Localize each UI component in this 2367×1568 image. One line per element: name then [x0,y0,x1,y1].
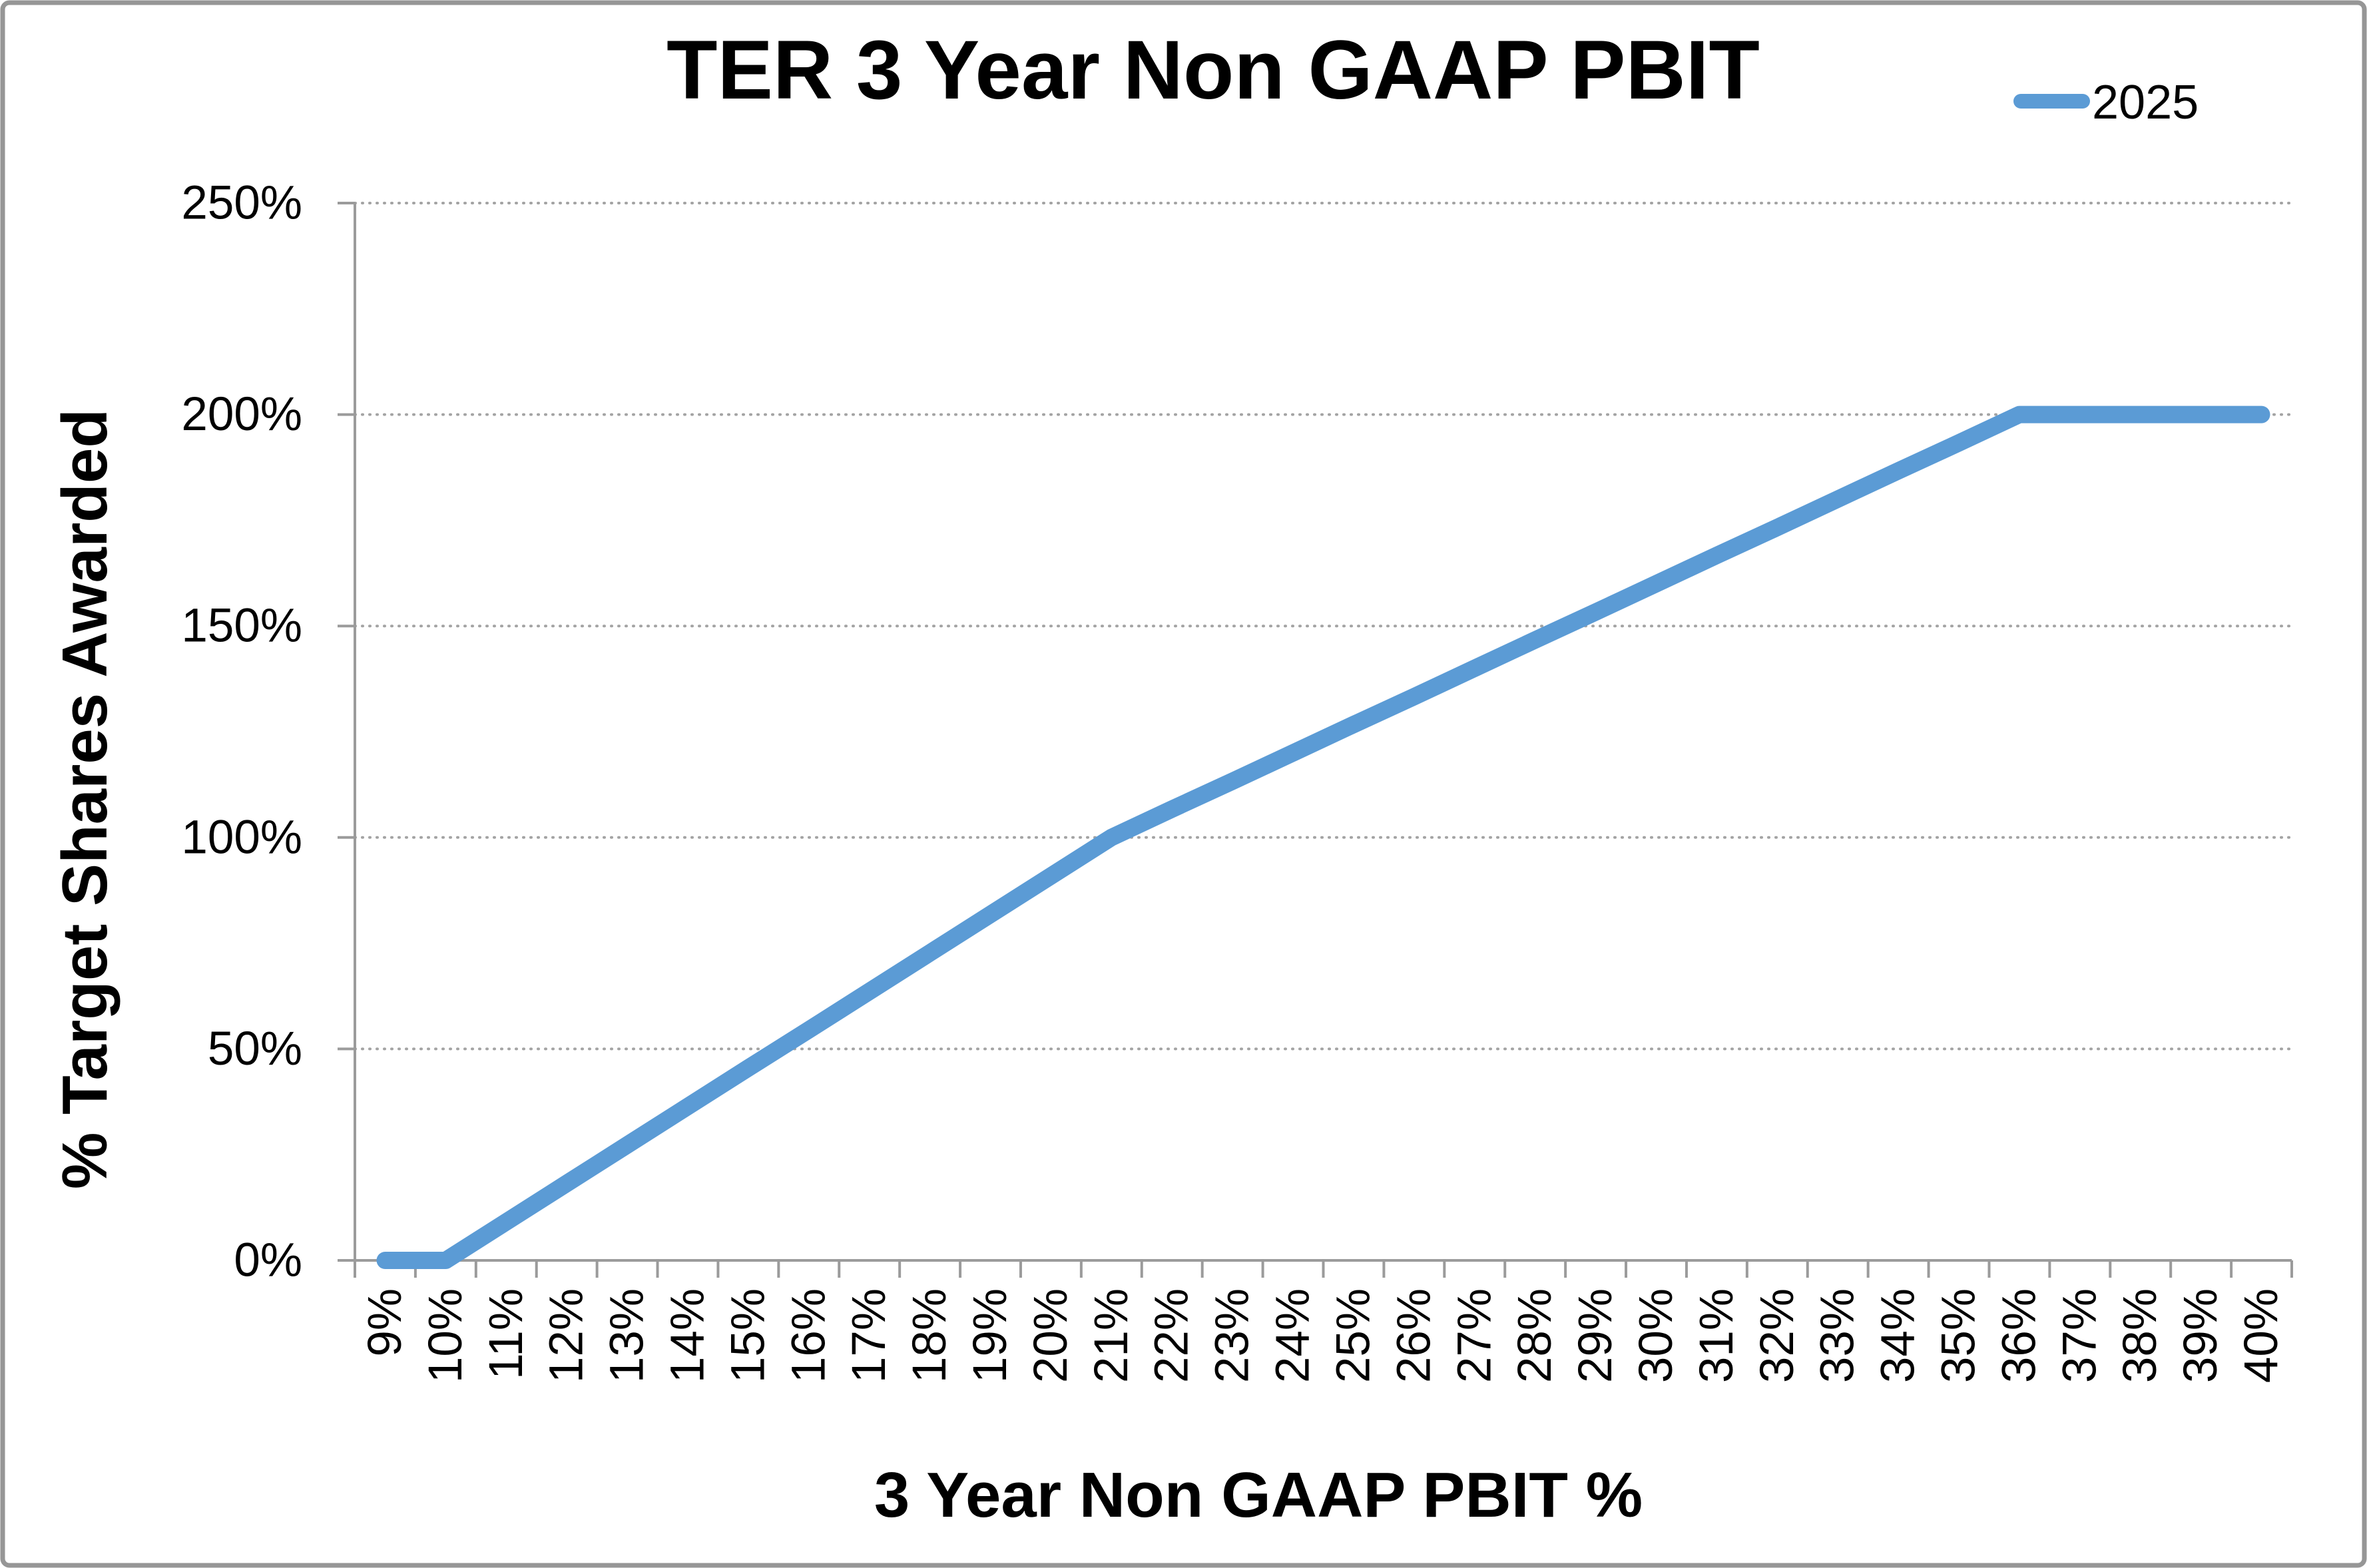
x-tick-label: 37% [2053,1288,2106,1383]
x-tick-label: 28% [1509,1288,1561,1383]
x-tick-label: 29% [1569,1288,1622,1383]
y-tick-label: 100% [181,811,302,864]
x-tick-label: 17% [843,1288,896,1383]
x-tick-label: 26% [1388,1288,1440,1383]
x-tick-label: 30% [1630,1288,1683,1383]
x-tick-label: 12% [541,1288,593,1383]
x-tick-label: 32% [1751,1288,1804,1383]
legend-label: 2025 [2092,76,2199,129]
x-tick-label: 20% [1025,1288,1077,1383]
x-tick-label: 11% [480,1288,533,1380]
y-tick-label: 50% [208,1023,302,1075]
x-tick-label: 14% [661,1288,714,1383]
y-tick-label: 0% [234,1234,302,1287]
x-tick-label: 15% [722,1288,774,1383]
axes [354,203,2292,1262]
x-tick-label: 27% [1448,1288,1501,1383]
x-tick-label: 31% [1691,1288,1743,1383]
x-tick-label: 16% [782,1288,835,1383]
x-tick-label: 40% [2235,1288,2288,1383]
axis-ticks [338,202,2293,1278]
x-tick-label: 39% [2175,1288,2227,1383]
y-tick-label: 150% [181,600,302,653]
series-group [376,405,2270,1269]
x-tick-label: 10% [419,1288,472,1383]
x-axis-tick-labels: 9% 10% 11% 12% 13% 14% 15% 16% 17% 18% 19% 20% 21% 22… [359,1288,2288,1383]
x-tick-label: 18% [904,1288,956,1383]
x-tick-label: 13% [601,1288,654,1383]
x-tick-label: 21% [1085,1288,1138,1383]
x-tick-label: 19% [964,1288,1017,1383]
x-tick-label: 36% [1993,1288,2045,1383]
x-tick-label: 24% [1267,1288,1320,1383]
gridlines [354,202,2293,1051]
x-tick-label: 23% [1206,1288,1259,1383]
x-tick-label: 35% [1933,1288,1985,1383]
chart-title: TER 3 Year Non GAAP PBIT [666,24,1760,117]
y-axis-title: % Target Shares Awarded [49,409,121,1189]
x-axis-title: 3 Year Non GAAP PBIT % [874,1459,1643,1531]
x-tick-label: 9% [359,1288,411,1357]
x-tick-label: 33% [1812,1288,1864,1383]
y-axis-tick-labels: 0% 50% 100% 150% 200% 250% [181,177,302,1287]
y-tick-label: 200% [181,388,302,441]
y-tick-label: 250% [181,177,302,230]
x-tick-label: 22% [1146,1288,1198,1383]
x-tick-label: 38% [2114,1288,2167,1383]
x-tick-label: 34% [1872,1288,1925,1383]
x-tick-label: 25% [1327,1288,1380,1383]
series-line-2025 [376,405,2270,1269]
legend: 2025 [2013,76,2199,129]
